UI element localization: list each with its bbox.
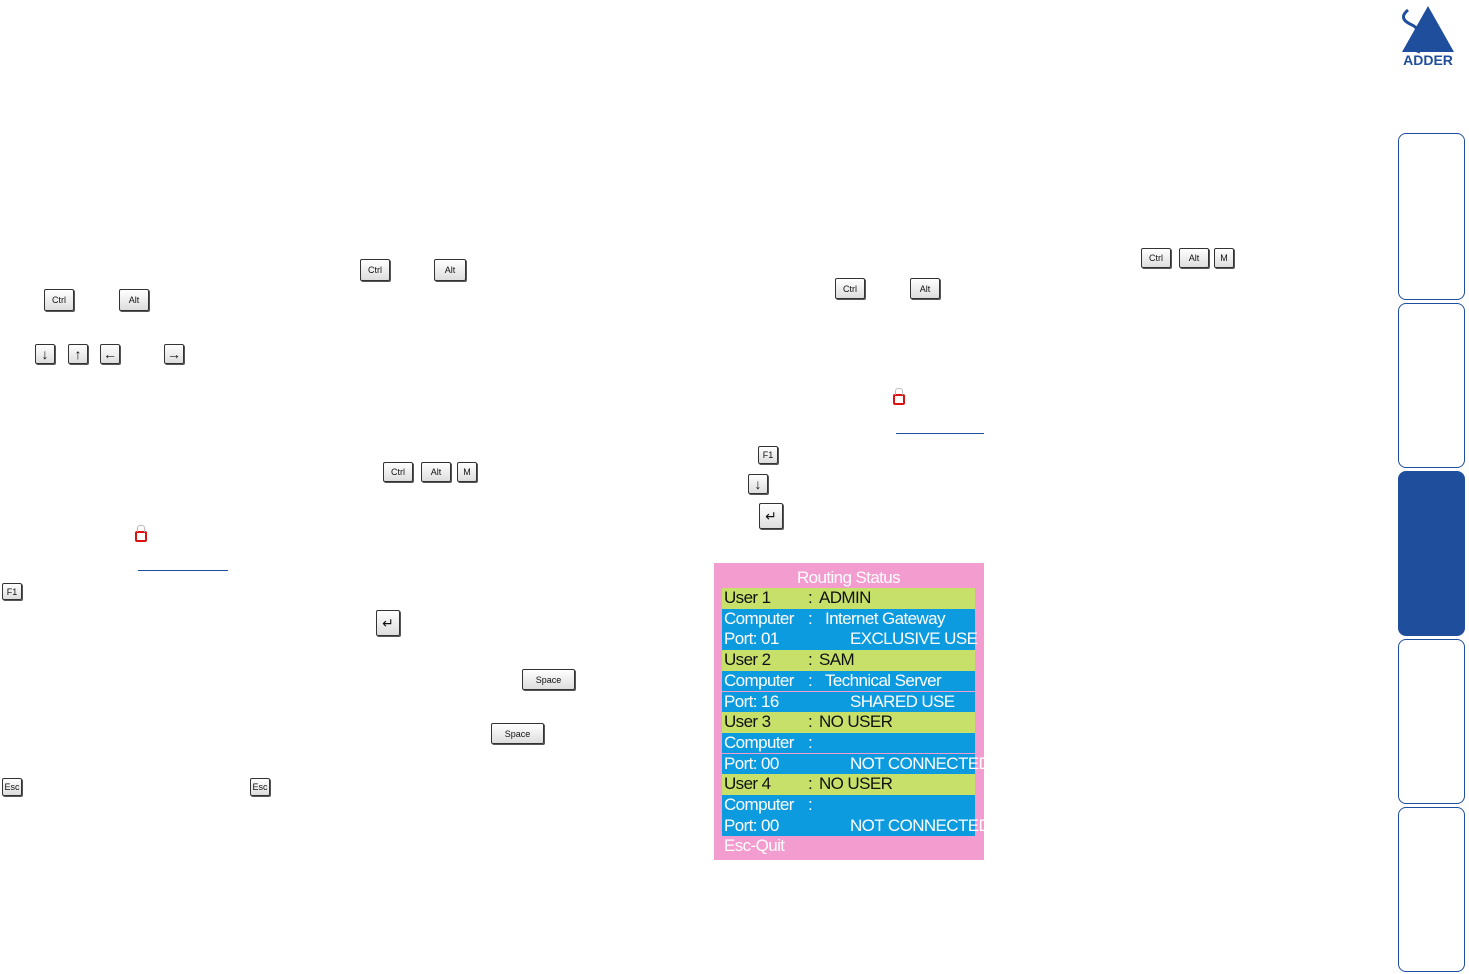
user-row: User 2: SAM <box>722 650 975 671</box>
logo: ADDER <box>1402 6 1454 68</box>
computer-row: Computer: Internet Gateway <box>722 608 975 630</box>
link-underline[interactable] <box>896 433 984 434</box>
separator: : <box>808 732 813 752</box>
user-row: User 3: NO USER <box>722 712 975 733</box>
port-row: Port: 16 SHARED USE <box>722 691 975 713</box>
separator: : <box>808 712 813 732</box>
user-label: User 1 <box>724 588 771 607</box>
routing-status-panel: Routing Status User 1: ADMIN Computer: Inter… <box>714 563 991 860</box>
separator: : <box>808 795 813 814</box>
user-row: User 4: NO USER <box>722 774 975 795</box>
computer-label: Computer <box>724 608 794 628</box>
port-row: Port: 01 EXCLUSIVE USE <box>722 629 978 650</box>
port-row: Port: 00 NOT CONNECTED <box>722 815 991 837</box>
separator: : <box>808 670 813 690</box>
user-name: ADMIN <box>819 588 871 607</box>
port-label: Port: 00 <box>724 753 779 773</box>
routing-title: Routing Status <box>796 568 901 587</box>
key-icon: ↑ <box>68 344 88 364</box>
key-icon: ← <box>100 344 120 364</box>
port-label: Port: 00 <box>724 815 779 835</box>
key-icon: M <box>457 462 477 482</box>
port-status: SHARED USE <box>850 691 955 711</box>
computer-row: Computer: <box>722 732 975 754</box>
key-icon: Esc <box>2 778 22 796</box>
user-label: User 2 <box>724 650 771 670</box>
side-tab[interactable] <box>1398 807 1465 972</box>
lock-icon <box>893 388 905 405</box>
key-icon: F1 <box>758 446 778 464</box>
key-icon: Alt <box>910 278 940 299</box>
user-row: User 1: ADMIN <box>722 588 975 609</box>
port-label: Port: 16 <box>724 691 779 711</box>
computer-label: Computer <box>724 732 794 752</box>
key-icon: ↓ <box>35 344 55 364</box>
key-icon: Ctrl <box>1141 248 1171 268</box>
separator: : <box>808 588 813 607</box>
separator: : <box>808 608 813 628</box>
key-icon: M <box>1214 248 1234 268</box>
user-label: User 4 <box>724 774 771 794</box>
key-icon: Esc <box>250 778 270 796</box>
separator: : <box>808 774 813 794</box>
key-icon: Alt <box>421 462 451 482</box>
computer-label: Computer <box>724 670 794 690</box>
side-tab[interactable] <box>1398 303 1465 468</box>
key-icon: Alt <box>119 289 149 311</box>
user-name: NO USER <box>819 774 893 794</box>
user-label: User 3 <box>724 712 771 732</box>
key-icon: Alt <box>1179 248 1209 268</box>
routing-footer: Esc-Quit <box>724 836 785 855</box>
side-tab[interactable] <box>1398 133 1465 300</box>
link-underline[interactable] <box>138 570 228 571</box>
separator: : <box>808 650 813 670</box>
port-status: EXCLUSIVE USE <box>850 629 978 649</box>
key-icon: Ctrl <box>44 289 74 311</box>
user-name: NO USER <box>819 712 893 732</box>
key-icon: Ctrl <box>835 278 865 299</box>
key-icon: Ctrl <box>383 462 413 482</box>
computer-row: Computer: Technical Server <box>722 670 975 692</box>
key-icon: Space <box>522 669 575 690</box>
port-label: Port: 01 <box>724 629 779 649</box>
user-name: SAM <box>819 650 855 670</box>
key-icon: F1 <box>2 583 22 600</box>
logo-text: ADDER <box>1403 52 1453 68</box>
side-tab[interactable] <box>1398 639 1465 804</box>
key-icon: ↵ <box>759 503 783 529</box>
key-icon: → <box>164 344 184 364</box>
side-tab-active[interactable] <box>1398 471 1465 636</box>
key-icon: Ctrl <box>360 259 390 281</box>
computer-name: Internet Gateway <box>825 608 945 628</box>
key-icon: ↓ <box>748 474 768 494</box>
key-icon: ↵ <box>376 610 400 636</box>
logo-snake <box>1402 8 1421 54</box>
key-icon: Alt <box>434 259 466 281</box>
port-status: NOT CONNECTED <box>850 815 991 835</box>
computer-row: Computer: <box>722 795 975 816</box>
port-status: NOT CONNECTED <box>850 753 991 773</box>
computer-name: Technical Server <box>825 670 942 690</box>
key-icon: Space <box>491 723 544 744</box>
lock-icon <box>135 525 147 542</box>
port-row: Port: 00 NOT CONNECTED <box>722 753 991 775</box>
computer-label: Computer <box>724 795 794 814</box>
